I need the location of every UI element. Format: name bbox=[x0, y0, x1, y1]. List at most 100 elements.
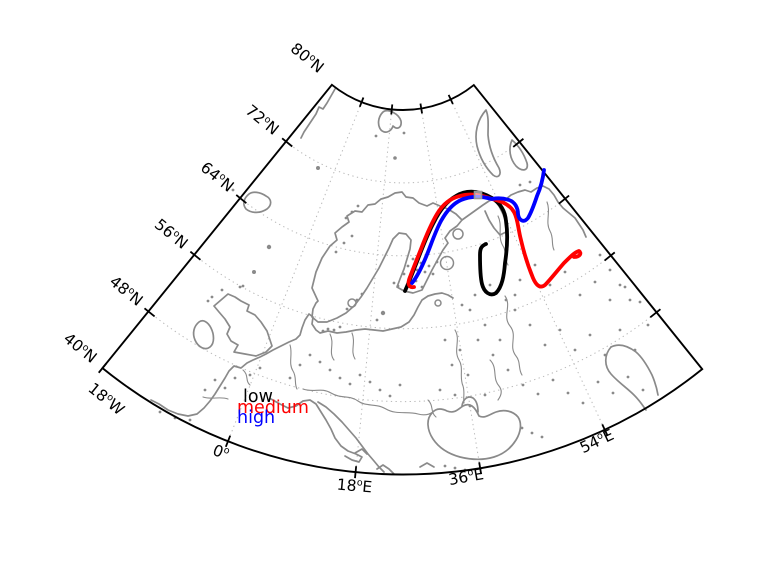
land-dot-95 bbox=[388, 394, 392, 398]
tick-corner-18w bbox=[98, 362, 107, 374]
river-1 bbox=[289, 344, 298, 390]
meridian-18e bbox=[355, 109, 393, 473]
tick-left-48n bbox=[143, 307, 156, 318]
land-dot-94 bbox=[378, 388, 382, 392]
coastline-20 bbox=[419, 462, 435, 468]
coastline-16 bbox=[427, 403, 522, 461]
coastline-12 bbox=[270, 398, 363, 463]
tick-top-36e bbox=[419, 103, 423, 114]
land-dot-116 bbox=[618, 283, 622, 287]
land-dot-28 bbox=[326, 327, 330, 331]
land-dot-75 bbox=[596, 380, 600, 384]
tick-bottom-0e bbox=[224, 435, 232, 448]
land-dot-119 bbox=[528, 180, 532, 184]
coastline-5 bbox=[377, 109, 402, 133]
land-dot-117 bbox=[628, 298, 632, 302]
land-dot-114 bbox=[598, 253, 602, 257]
river-3 bbox=[454, 329, 465, 404]
land-dot-21 bbox=[380, 310, 386, 316]
tick-bottom-54e bbox=[601, 423, 609, 436]
coastline-13 bbox=[354, 448, 368, 455]
land-dot-54 bbox=[638, 300, 642, 304]
land-dot-77 bbox=[626, 375, 630, 379]
land-dot-13 bbox=[360, 292, 364, 296]
land-dot-18 bbox=[356, 204, 360, 208]
land-dot-49 bbox=[588, 333, 592, 337]
land-dot-44 bbox=[513, 308, 517, 312]
longitude-label-54e: 54oE bbox=[577, 426, 617, 457]
tick-right-64n bbox=[558, 194, 570, 205]
land-dot-55 bbox=[623, 285, 627, 289]
land-dot-60 bbox=[548, 283, 552, 287]
land-dot-61 bbox=[533, 263, 537, 267]
longitude-label-18e: 18oE bbox=[336, 476, 373, 497]
tick-top-18e bbox=[390, 104, 394, 115]
river-9 bbox=[329, 333, 335, 361]
land-dot-43 bbox=[498, 338, 502, 342]
land-dot-58 bbox=[578, 293, 582, 297]
land-dot-64 bbox=[488, 283, 492, 287]
land-dot-20 bbox=[344, 216, 348, 220]
land-dot-22 bbox=[375, 318, 379, 322]
land-dot-8 bbox=[431, 272, 435, 276]
coastline-9 bbox=[213, 293, 273, 357]
land-dot-100 bbox=[223, 386, 227, 390]
land-dot-89 bbox=[328, 368, 332, 372]
land-dot-5 bbox=[423, 270, 427, 274]
land-dot-57 bbox=[593, 280, 597, 284]
lake-0 bbox=[439, 255, 455, 271]
trajectory-high bbox=[410, 168, 546, 285]
trajectory-low bbox=[403, 189, 509, 297]
land-dot-16 bbox=[342, 241, 346, 245]
land-dot-53 bbox=[646, 323, 650, 327]
land-dot-103 bbox=[248, 373, 252, 377]
land-dot-108 bbox=[443, 464, 447, 468]
land-dot-33 bbox=[210, 295, 214, 299]
land-dot-98 bbox=[288, 376, 292, 380]
land-dot-105 bbox=[158, 410, 162, 414]
land-dot-40 bbox=[374, 134, 378, 138]
land-dot-30 bbox=[252, 270, 256, 274]
lake-2 bbox=[347, 298, 357, 308]
land-dot-51 bbox=[618, 328, 622, 332]
land-dot-17 bbox=[350, 234, 354, 238]
land-dot-91 bbox=[348, 382, 352, 386]
land-dot-97 bbox=[298, 363, 302, 367]
land-dot-109 bbox=[453, 466, 457, 470]
coastline-8 bbox=[243, 191, 272, 214]
coastline-7 bbox=[509, 139, 529, 171]
land-dot-73 bbox=[566, 391, 570, 395]
land-dot-96 bbox=[398, 383, 402, 387]
land-dot-118 bbox=[518, 183, 522, 187]
land-dot-107 bbox=[188, 418, 192, 422]
coastline-0 bbox=[311, 191, 463, 323]
land-dot-27 bbox=[321, 329, 325, 333]
land-dot-31 bbox=[266, 244, 272, 250]
land-dot-84 bbox=[453, 393, 457, 397]
land-dot-99 bbox=[213, 378, 217, 382]
land-dot-12 bbox=[355, 298, 359, 302]
land-dot-62 bbox=[518, 278, 522, 282]
tick-bottom-18e bbox=[354, 466, 358, 479]
land-dot-29 bbox=[241, 284, 245, 288]
land-dot-71 bbox=[536, 392, 540, 396]
land-dot-66 bbox=[460, 303, 464, 307]
latitude-label-56n: 56oN bbox=[151, 215, 191, 252]
land-dot-0 bbox=[406, 264, 410, 268]
latitude-label-80n: 80oN bbox=[287, 39, 327, 76]
land-dot-81 bbox=[450, 363, 454, 367]
land-dot-104 bbox=[258, 366, 262, 370]
land-dot-38 bbox=[231, 188, 235, 192]
land-dot-48 bbox=[573, 348, 577, 352]
coastline-19 bbox=[610, 344, 659, 396]
land-dot-67 bbox=[476, 338, 480, 342]
land-dot-25 bbox=[338, 325, 342, 329]
latitude-label-48n: 48oN bbox=[106, 272, 146, 309]
land-dot-37 bbox=[393, 156, 397, 160]
lake-3 bbox=[434, 299, 442, 307]
lake-1 bbox=[452, 228, 464, 240]
coastline-6 bbox=[475, 109, 501, 178]
land-dot-87 bbox=[308, 353, 312, 357]
tick-left-64n bbox=[235, 194, 247, 204]
land-dot-42 bbox=[483, 323, 487, 327]
